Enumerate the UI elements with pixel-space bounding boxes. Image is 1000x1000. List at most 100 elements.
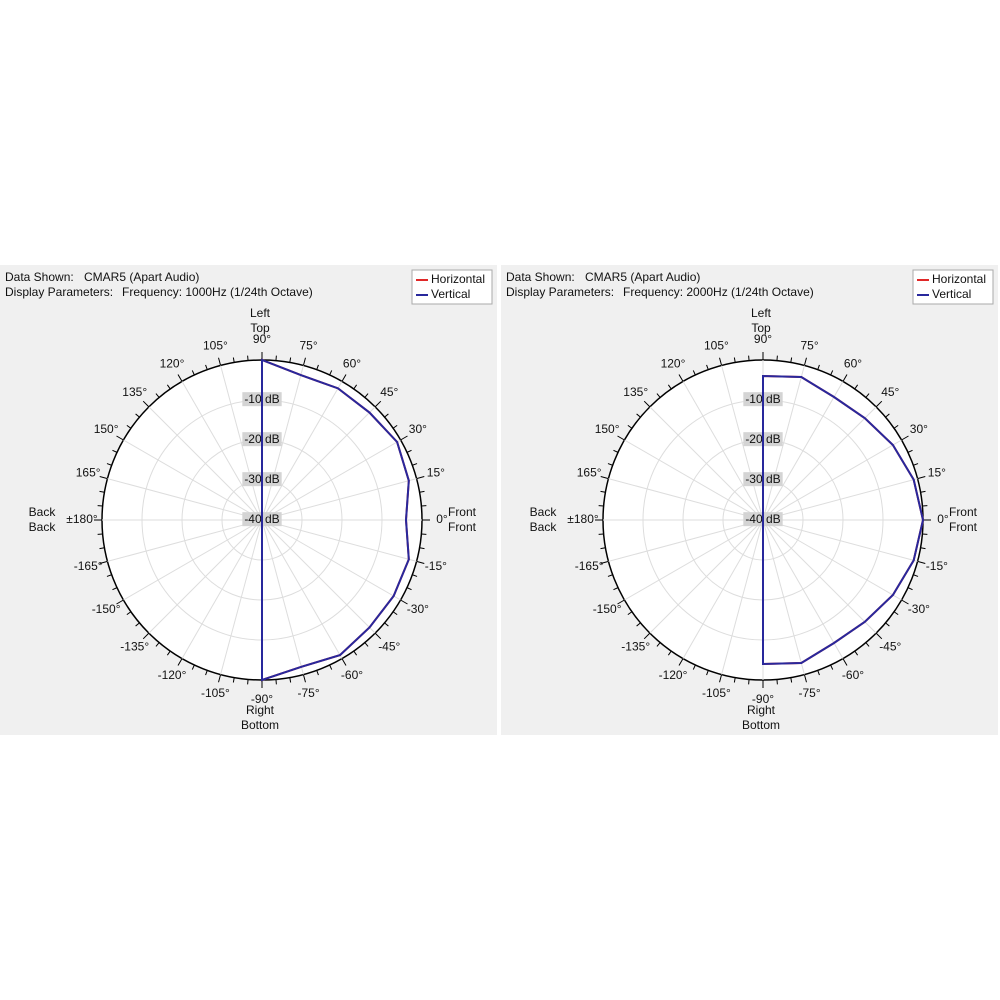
angle-label: 15° — [427, 466, 445, 480]
tick-mark — [842, 374, 848, 382]
legend-box — [912, 269, 994, 305]
tick-mark — [917, 476, 926, 480]
tick-mark — [719, 674, 723, 683]
angle-label: 60° — [844, 356, 862, 370]
direction-label: Left — [250, 306, 271, 320]
tick-mark — [99, 560, 108, 564]
angle-label: -165° — [575, 559, 604, 573]
angle-label: -150° — [92, 602, 121, 616]
direction-label: Top — [250, 321, 270, 335]
tick-mark — [316, 364, 319, 370]
tick-mark — [885, 413, 890, 418]
tick-mark — [384, 622, 389, 627]
tick-mark — [643, 632, 651, 640]
tick-mark — [830, 664, 834, 670]
response-line — [261, 358, 410, 682]
angle-label: ±180° — [567, 512, 599, 526]
angle-label: 75° — [300, 338, 318, 352]
angle-label: 60° — [343, 356, 361, 370]
tick-mark — [600, 476, 609, 480]
tick-mark — [412, 463, 418, 466]
angle-label: -150° — [593, 602, 622, 616]
tick-mark — [627, 424, 633, 429]
tick-mark — [302, 357, 306, 366]
angle-label: 150° — [595, 422, 620, 436]
tick-mark — [901, 435, 909, 441]
tick-mark — [667, 384, 672, 390]
tick-mark — [854, 650, 859, 656]
legend-label: Horizontal — [932, 272, 986, 286]
tick-mark — [617, 599, 625, 605]
tick-mark — [126, 611, 132, 616]
tick-mark — [191, 370, 195, 376]
angle-label: -135° — [621, 639, 650, 653]
tick-mark — [166, 650, 171, 656]
tick-mark — [106, 463, 112, 466]
tick-mark — [384, 413, 389, 418]
angle-label: -30° — [407, 602, 429, 616]
tick-mark — [607, 463, 613, 466]
tick-mark — [218, 357, 222, 366]
legend-label: Horizontal — [431, 272, 485, 286]
tick-mark — [353, 650, 358, 656]
angle-label: ±180° — [66, 512, 98, 526]
header-label: Data Shown: — [506, 270, 575, 284]
legend-box — [411, 269, 493, 305]
tick-mark — [135, 622, 140, 627]
tick-mark — [803, 357, 807, 366]
tick-mark — [706, 364, 709, 370]
tick-mark — [191, 664, 195, 670]
angle-label: -60° — [842, 668, 864, 682]
tick-mark — [600, 490, 606, 493]
tick-mark — [636, 413, 641, 418]
tick-mark — [416, 560, 425, 564]
angle-label: -105° — [201, 686, 230, 700]
angle-label: 150° — [94, 422, 119, 436]
angle-label: 30° — [910, 422, 928, 436]
header-label: Display Parameters: — [5, 285, 113, 299]
header-value: CMAR5 (Apart Audio) — [84, 270, 199, 284]
tick-mark — [893, 424, 899, 429]
tick-mark — [406, 449, 412, 453]
header-value: CMAR5 (Apart Audio) — [585, 270, 700, 284]
angle-label: 165° — [577, 466, 602, 480]
tick-mark — [106, 574, 112, 577]
tick-mark — [865, 642, 870, 647]
angle-label: 0° — [937, 512, 949, 526]
tick-mark — [627, 611, 633, 616]
tick-mark — [678, 658, 684, 666]
direction-label: Top — [751, 321, 771, 335]
legend-label: Vertical — [932, 287, 971, 301]
tick-mark — [416, 476, 425, 480]
polar-panel: Data Shown: CMAR5 (Apart Audio)Display Pa… — [0, 265, 497, 735]
tick-mark — [374, 400, 382, 408]
angle-label: 0° — [436, 512, 448, 526]
header-value: Frequency: 1000Hz (1/24th Octave) — [122, 285, 313, 299]
tick-mark — [400, 599, 408, 605]
tick-mark — [842, 658, 848, 666]
header-label: Display Parameters: — [506, 285, 614, 299]
tick-mark — [99, 547, 105, 550]
angle-label: 105° — [704, 338, 729, 352]
tick-mark — [865, 393, 870, 398]
direction-label: Right — [747, 703, 776, 717]
tick-mark — [205, 670, 208, 676]
angle-label: -165° — [74, 559, 103, 573]
tick-mark — [678, 374, 684, 382]
tick-mark — [116, 435, 124, 441]
tick-mark — [617, 435, 625, 441]
direction-label: Back — [29, 520, 57, 534]
tick-mark — [613, 449, 619, 453]
angle-label: 30° — [409, 422, 427, 436]
tick-mark — [875, 400, 883, 408]
angle-label: -75° — [298, 686, 320, 700]
angle-label: 90° — [253, 332, 271, 346]
tick-mark — [99, 490, 105, 493]
tick-mark — [232, 677, 235, 683]
tick-mark — [392, 611, 398, 616]
tick-mark — [341, 658, 347, 666]
tick-mark — [177, 658, 183, 666]
angle-label: -120° — [158, 668, 187, 682]
tick-mark — [289, 357, 292, 363]
tick-mark — [692, 370, 696, 376]
